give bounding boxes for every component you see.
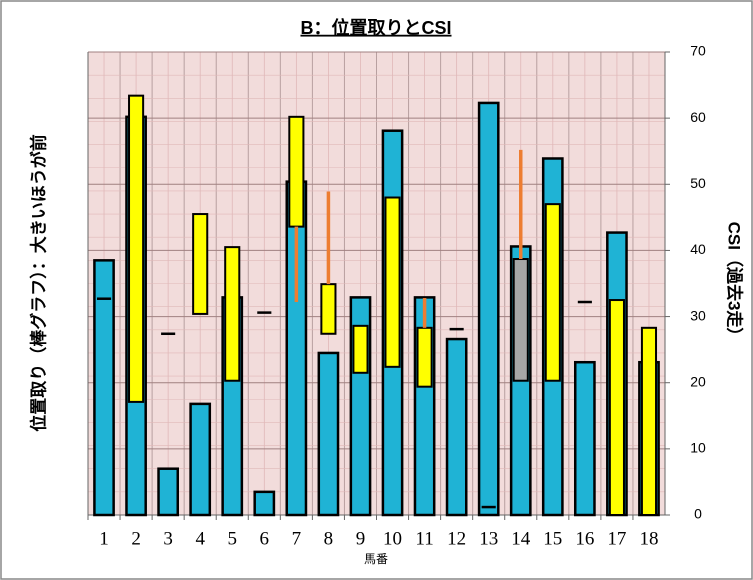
bar xyxy=(93,259,115,517)
range-bar xyxy=(384,196,401,368)
y2-tick-label: 50 xyxy=(690,175,706,191)
x-tick-label: 13 xyxy=(479,528,498,549)
x-tick-label: 15 xyxy=(543,528,562,549)
range-bar xyxy=(352,324,369,374)
x-tick-label: 4 xyxy=(195,528,205,549)
x-tick-label: 16 xyxy=(575,528,594,549)
range-bar xyxy=(320,283,337,335)
y2-tick-label: 0 xyxy=(694,506,702,522)
range-bar xyxy=(544,203,561,382)
x-tick-label: 3 xyxy=(163,528,173,549)
x-tick-label: 10 xyxy=(383,528,402,549)
x-tick-label: 18 xyxy=(639,528,658,549)
x-tick-label: 5 xyxy=(228,528,238,549)
x-axis-label: 馬番 xyxy=(364,552,388,566)
x-tick-label: 7 xyxy=(292,528,302,549)
range-bar xyxy=(512,258,529,382)
chart-title: B：位置取りとCSI xyxy=(300,17,451,38)
bar xyxy=(317,351,340,517)
x-tick-label: 1 xyxy=(99,528,109,549)
range-bar xyxy=(192,213,209,315)
y2-tick-label: 70 xyxy=(690,43,706,59)
y2-tick-label: 20 xyxy=(690,373,706,389)
range-bar xyxy=(128,94,145,403)
bar xyxy=(477,101,500,517)
range-bar xyxy=(640,326,658,516)
x-tick-label: 12 xyxy=(447,528,466,549)
bar xyxy=(157,467,180,517)
x-tick-label: 6 xyxy=(260,528,270,549)
x-tick-label: 8 xyxy=(324,528,334,549)
bar xyxy=(253,490,276,517)
x-tick-label: 11 xyxy=(415,528,433,549)
y2-tick-label: 30 xyxy=(690,307,706,323)
x-tick-label: 14 xyxy=(511,528,531,549)
y2-axis-label: CSI（過去3走） xyxy=(725,222,745,345)
x-tick-label: 9 xyxy=(356,528,366,549)
y-axis-label: 位置取り（棒グラフ）：大きいほうが前 xyxy=(28,134,48,432)
x-tick-label: 17 xyxy=(607,528,626,549)
range-bar xyxy=(416,326,433,388)
range-bar xyxy=(608,299,625,516)
y2-tick-label: 10 xyxy=(690,440,706,456)
range-bar xyxy=(224,246,241,382)
x-tick-label: 2 xyxy=(131,528,141,549)
bar xyxy=(573,360,596,517)
bar xyxy=(445,337,468,517)
y2-tick-label: 40 xyxy=(690,241,706,257)
y2-tick-label: 60 xyxy=(690,109,706,125)
range-bar xyxy=(288,115,305,228)
bar xyxy=(189,402,212,517)
